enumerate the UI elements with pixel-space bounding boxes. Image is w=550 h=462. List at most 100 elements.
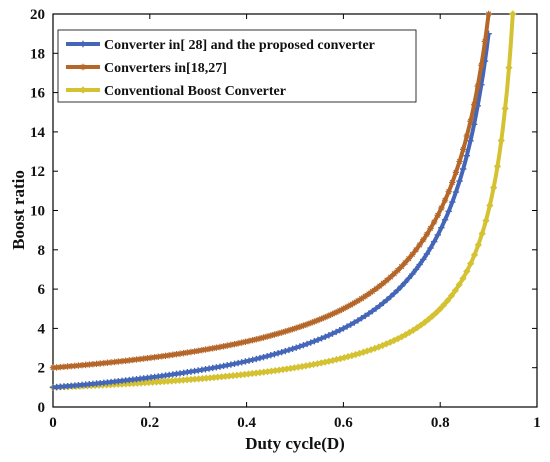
series-marker [220,343,227,350]
series-marker [118,357,126,365]
series-marker [423,250,431,258]
series-marker [332,309,340,316]
series-marker [318,315,325,322]
series-marker [195,347,202,355]
series-marker [234,340,242,347]
series-marker [60,363,68,371]
legend-marker [79,63,87,71]
series-marker [470,121,478,128]
series-marker [430,238,438,245]
series-marker [198,347,206,354]
series-marker [49,364,57,371]
series-marker [369,288,376,295]
series-marker [285,346,293,354]
series-marker [365,290,373,298]
legend-label: Conventional Boost Converter [104,84,286,99]
series-marker [398,263,405,270]
series-marker [467,118,474,125]
series-marker [104,359,111,366]
series-marker [253,355,260,363]
series-marker [325,332,333,339]
series-marker [107,359,115,366]
series-marker [383,276,391,284]
series-marker [176,350,184,357]
legend-item: Converters in[18,27] [66,61,227,76]
series-marker [256,354,264,362]
legend-box [57,29,417,103]
y-tick-label: 12 [30,164,45,180]
series-marker [282,347,289,355]
series-marker [447,292,456,300]
series-marker [401,259,409,266]
series-marker [478,62,485,69]
series-marker [227,341,235,349]
series-marker [416,261,423,268]
legend: Converter in[ 28] and the proposed conve… [57,29,417,103]
series-marker [467,137,474,145]
series-marker [481,38,489,45]
series-marker [444,296,452,305]
series-marker [459,165,467,173]
series-marker [340,325,347,332]
series-marker [441,216,449,224]
series-marker [282,328,289,335]
series-marker [293,324,300,332]
series-marker [482,216,490,225]
legend-marker [79,40,87,48]
series-marker [361,293,369,300]
series-marker [260,334,267,341]
series-marker [409,270,416,278]
series-marker [311,318,318,325]
series-marker [361,312,369,320]
series-marker [278,348,285,356]
series-marker [358,315,365,322]
series-marker [343,323,351,330]
series-marker [369,307,376,315]
series-marker [391,270,398,277]
series-marker [485,10,492,18]
series-marker [416,241,423,249]
series-marker [401,279,409,286]
series-marker [372,305,380,312]
series-marker [267,332,274,339]
series-marker [93,360,100,368]
series-marker [151,354,158,361]
series-marker [271,351,278,358]
series-marker [231,340,238,348]
y-axis-title: Boost ratio [9,170,28,250]
series-marker [329,310,336,318]
series-marker [78,362,86,369]
series-marker [300,341,307,349]
series-marker [293,344,300,351]
series-marker [336,307,343,314]
series-marker [129,356,137,364]
series-marker [420,236,427,243]
series-marker [405,275,412,282]
series-marker [64,363,71,370]
series-marker [329,330,336,337]
series-marker [322,313,329,321]
series-marker [289,345,296,353]
series-marker [420,256,427,263]
series-marker [173,351,180,358]
series-marker [147,354,155,361]
x-tick-label: 0.8 [431,415,450,431]
series-marker [451,286,459,295]
series-marker [57,363,64,371]
series-marker [449,179,456,186]
x-axis-title: Duty cycle(D) [245,434,345,453]
series-marker [307,319,314,327]
series-marker [505,64,513,72]
series-marker [428,312,436,320]
series-marker [220,362,227,370]
series-marker [191,348,198,355]
series-marker [318,335,325,342]
series-marker [474,82,481,90]
x-tick-label: 0.4 [237,415,256,431]
series-marker [394,267,402,274]
legend-marker [79,86,87,94]
series-marker [387,293,394,300]
series-marker [296,343,304,350]
series-marker [427,225,434,232]
